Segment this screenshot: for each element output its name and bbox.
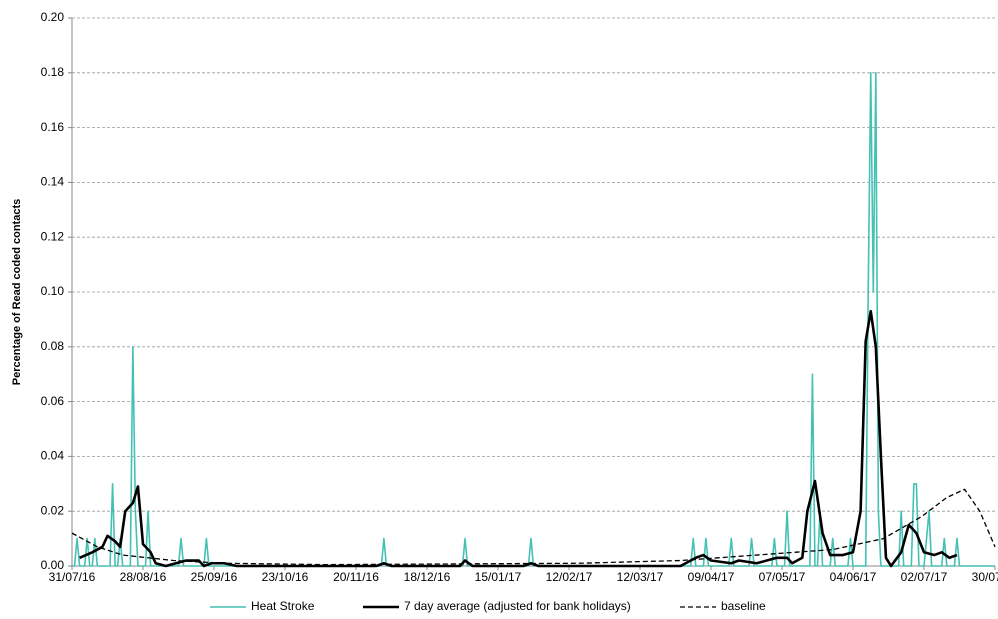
y-axis-label: Percentage of Read coded contacts <box>11 199 23 385</box>
x-tick-label: 30/07/17 <box>972 570 998 584</box>
x-tick-label: 12/03/17 <box>617 570 664 584</box>
x-tick-label: 09/04/17 <box>688 570 735 584</box>
x-tick-label: 25/09/16 <box>191 570 238 584</box>
series-line <box>79 309 958 568</box>
x-tick-label: 23/10/16 <box>262 570 309 584</box>
y-tick-label: 0.10 <box>41 284 65 298</box>
legend-label: Heat Stroke <box>251 599 315 613</box>
y-tick-label: 0.02 <box>41 503 65 517</box>
x-tick-label: 15/01/17 <box>475 570 522 584</box>
y-tick-label: 0.06 <box>41 394 65 408</box>
legend-label: baseline <box>721 599 766 613</box>
x-tick-label: 31/07/16 <box>49 570 96 584</box>
x-tick-label: 04/06/17 <box>830 570 877 584</box>
y-tick-label: 0.08 <box>41 339 65 353</box>
series-line <box>72 72 995 567</box>
x-tick-label: 18/12/16 <box>404 570 451 584</box>
y-tick-label: 0.18 <box>41 65 65 79</box>
y-tick-label: 0.04 <box>41 449 65 463</box>
y-tick-label: 0.12 <box>41 229 65 243</box>
legend-label: 7 day average (adjusted for bank holiday… <box>404 599 631 613</box>
y-tick-label: 0.16 <box>41 120 65 134</box>
x-tick-label: 12/02/17 <box>546 570 593 584</box>
series-line <box>71 488 996 566</box>
x-tick-label: 02/07/17 <box>901 570 948 584</box>
y-tick-label: 0.14 <box>41 175 65 189</box>
y-tick-label: 0.20 <box>41 10 65 24</box>
x-tick-label: 07/05/17 <box>759 570 806 584</box>
x-tick-label: 28/08/16 <box>120 570 167 584</box>
x-tick-label: 20/11/16 <box>333 570 379 584</box>
y-tick-label: 0.00 <box>41 558 65 572</box>
